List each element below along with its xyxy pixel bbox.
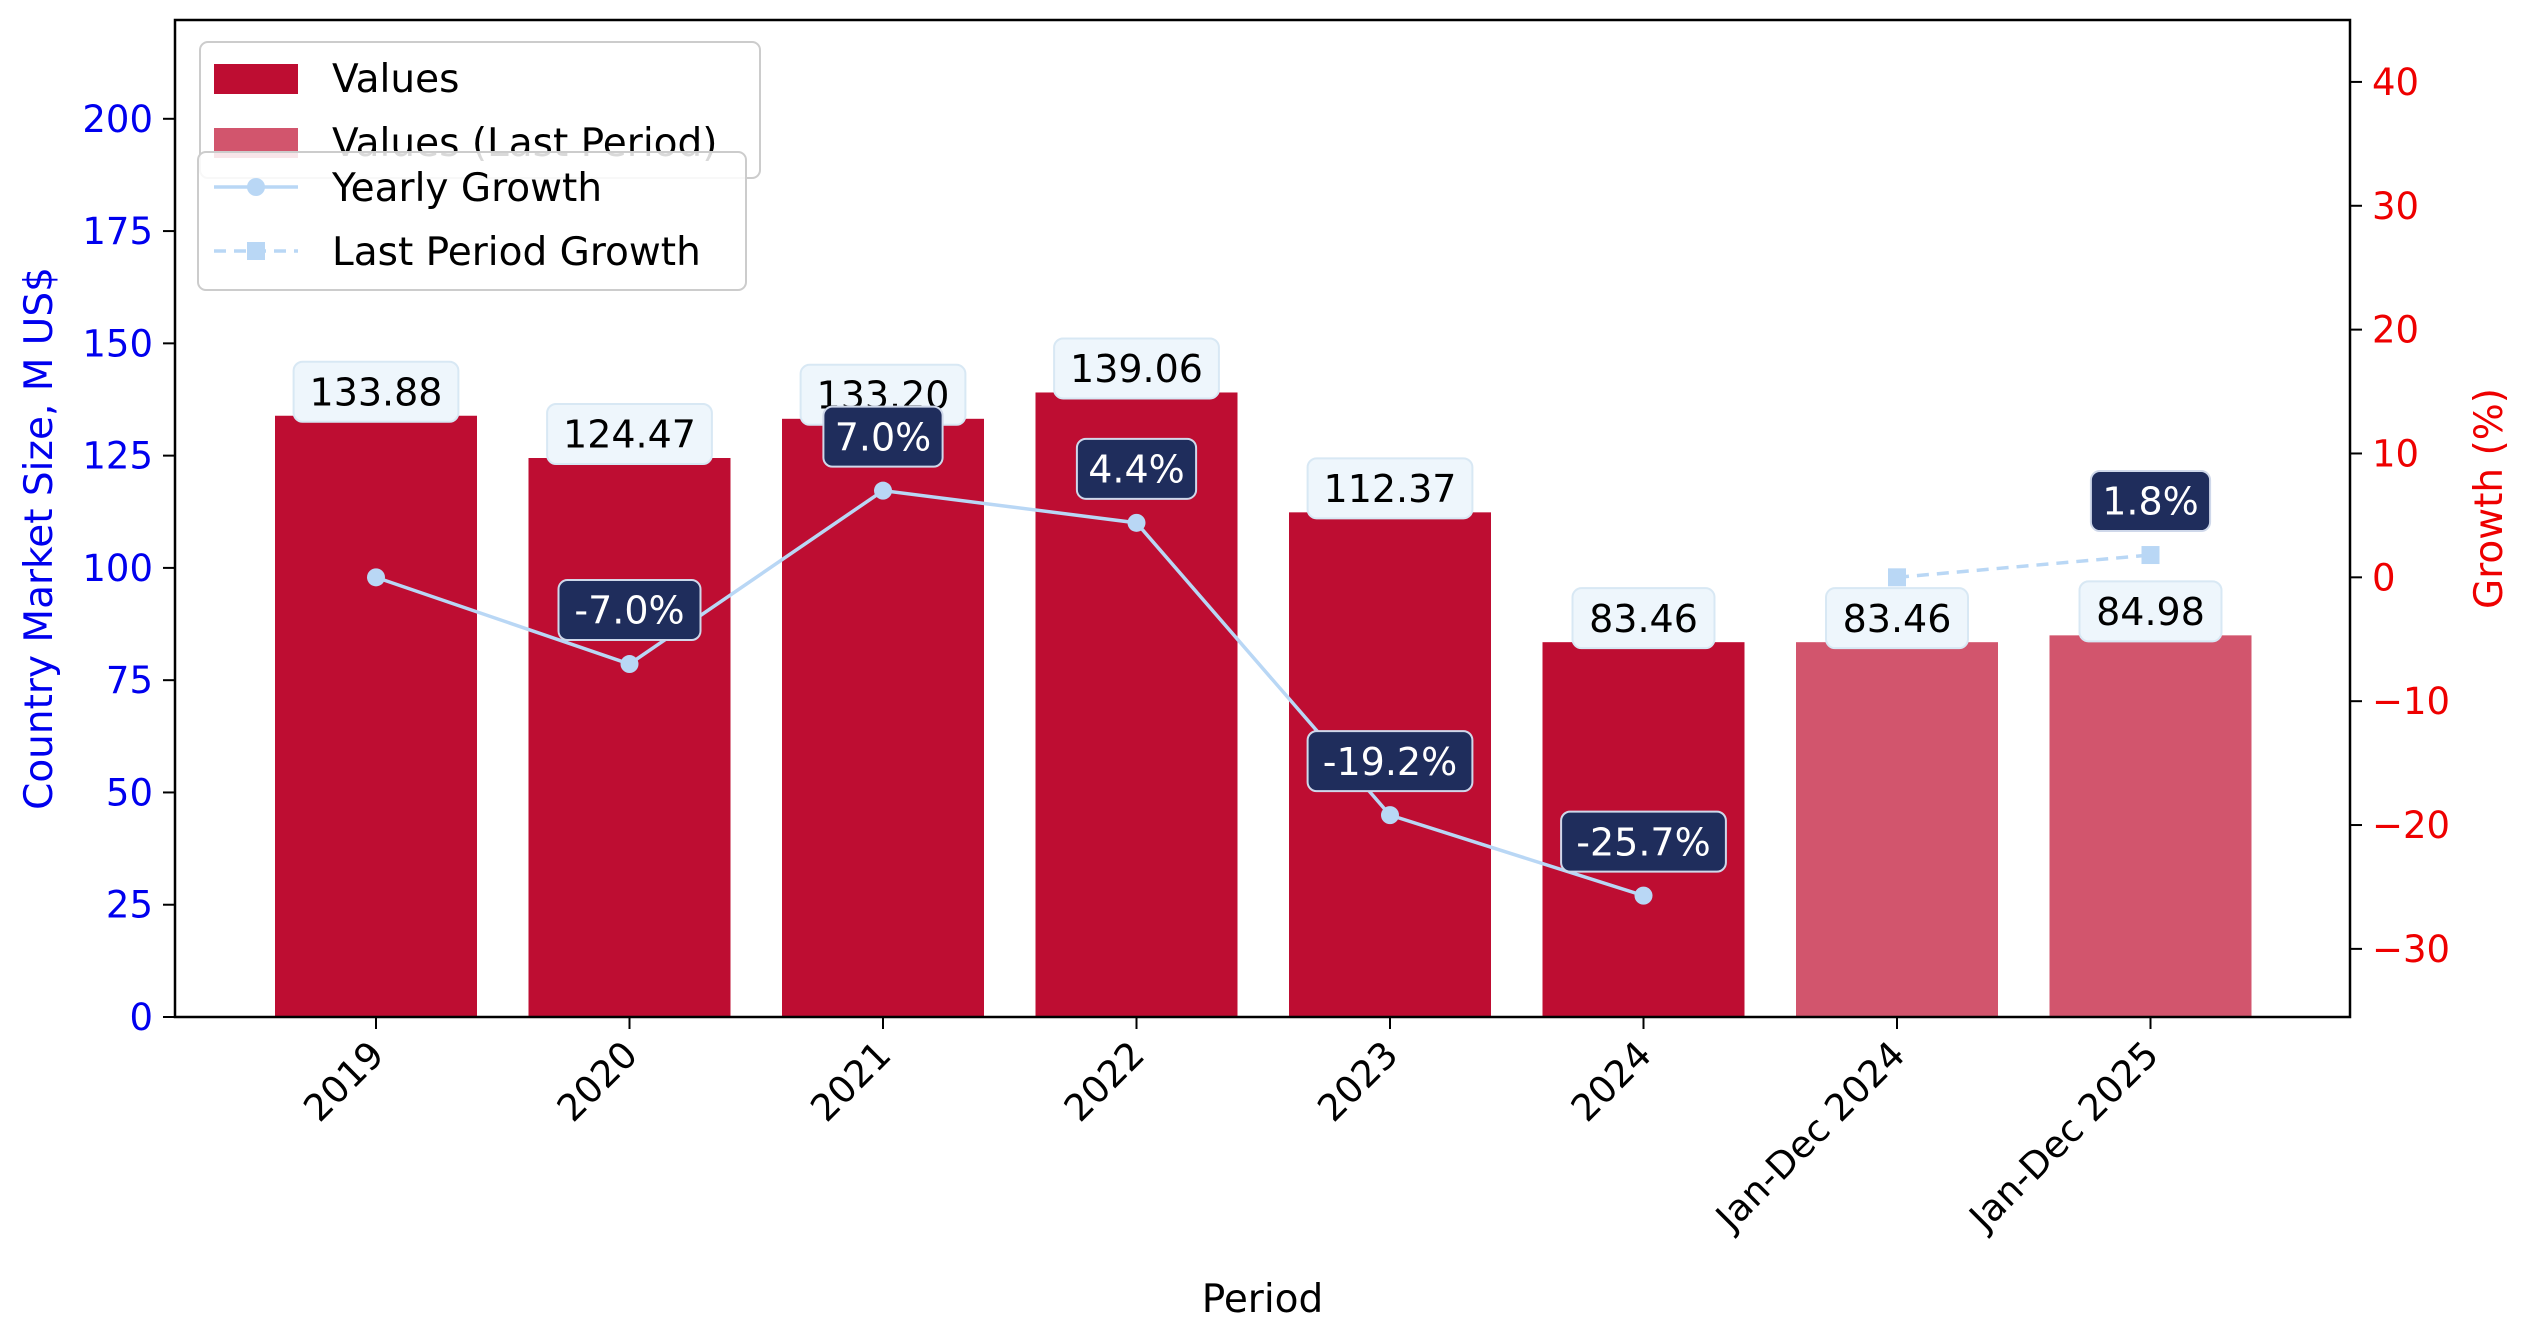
- bar-last-period-6: [1796, 642, 1998, 1017]
- left-y-tick-label: 175: [82, 210, 153, 253]
- yearly-growth-label-box: [1306, 730, 1474, 793]
- right-y-tick-label: −10: [2372, 680, 2450, 723]
- yearly-growth-label-box: [1560, 810, 1727, 873]
- legend-lines-frame: [197, 151, 747, 291]
- yearly-growth-label-text: -25.7%: [1576, 820, 1710, 864]
- bars-layer: [275, 392, 2252, 1018]
- plot-frame: [173, 18, 2352, 1019]
- yearly-growth-point: [620, 655, 639, 674]
- value-label: 124.47: [546, 403, 713, 466]
- right-y-tick-label: −30: [2372, 928, 2450, 971]
- yearly-growth-label-box: [557, 579, 702, 642]
- yearly-growth-label-text: 4.4%: [1088, 448, 1185, 492]
- value-label: 139.06: [1053, 337, 1220, 400]
- yearly-growth-label: -19.2%: [1306, 730, 1474, 793]
- yearly-growth-label-box: [822, 405, 944, 468]
- growth-lines-layer: [367, 481, 2160, 905]
- legend-entry-label: Yearly Growth: [331, 166, 602, 211]
- yearly-growth-label: -7.0%: [557, 579, 702, 642]
- x-tick-label: 2022: [1056, 1033, 1153, 1130]
- value-label-text: 83.46: [1843, 597, 1952, 641]
- value-label-box: [1571, 587, 1716, 650]
- value-label-text: 84.98: [2096, 590, 2205, 634]
- right-y-tick-label: 40: [2372, 61, 2419, 104]
- right-y-tick-label: 10: [2372, 432, 2419, 475]
- last-period-growth-label: 1.8%: [2089, 470, 2212, 533]
- bar-value-0: [275, 415, 477, 1018]
- value-label: 112.37: [1306, 457, 1474, 520]
- left-y-tick-label: 100: [82, 547, 153, 590]
- yearly-growth-label-box: [1075, 437, 1198, 500]
- value-label-text: 124.47: [563, 413, 696, 457]
- bar-value-2: [782, 418, 984, 1017]
- last-period-growth-point: [2141, 546, 2160, 565]
- left-y-tick-label: 200: [82, 98, 153, 141]
- value-label: 133.88: [292, 360, 460, 423]
- value-label-text: 139.06: [1070, 347, 1203, 391]
- left-y-axis-title: Country Market Size, M US$: [17, 267, 62, 810]
- value-label-text: 133.88: [310, 370, 443, 414]
- yearly-growth-point: [1381, 806, 1399, 825]
- value-label-text: 112.37: [1324, 467, 1457, 511]
- value-label-box: [292, 360, 460, 423]
- left-y-tick-label: 75: [106, 659, 153, 702]
- legend-lines: Yearly Growth Last Period Growth: [197, 151, 747, 291]
- x-tick-label: 2024: [1563, 1033, 1660, 1130]
- bar-value-1: [528, 458, 731, 1017]
- x-axis-title: Period: [1202, 1277, 1324, 1322]
- last-period-growth-label-text: 1.8%: [2102, 480, 2199, 524]
- yearly-growth-label: 7.0%: [822, 405, 944, 468]
- yearly-growth-label: 4.4%: [1075, 437, 1198, 500]
- value-label-box: [1053, 337, 1220, 400]
- left-y-tick-label: 0: [129, 996, 153, 1039]
- x-tick-label: Jan-Dec 2025: [1960, 1033, 2167, 1240]
- x-tick-label: Jan-Dec 2024: [1706, 1033, 1913, 1240]
- yearly-growth-point: [367, 568, 385, 587]
- bar-last-period-7: [2049, 635, 2252, 1017]
- right-y-tick-label: 0: [2372, 556, 2396, 599]
- right-y-axis-title: Growth (%): [2467, 388, 2512, 609]
- yearly-growth-point: [1634, 886, 1653, 905]
- right-y-tick-label: −20: [2372, 804, 2450, 847]
- x-tick-label: 2019: [295, 1033, 392, 1130]
- left-y-tick-label: 150: [82, 322, 153, 365]
- legend-marker: [247, 178, 265, 196]
- last-period-growth-label-box: [2089, 470, 2212, 533]
- value-label-box: [1306, 457, 1474, 520]
- value-label-box: [2078, 580, 2223, 643]
- right-y-tick-label: 30: [2372, 185, 2419, 228]
- left-y-tick-label: 25: [106, 884, 153, 927]
- value-label: 84.98: [2078, 580, 2223, 643]
- right-y-tick-label: 20: [2372, 309, 2419, 352]
- last-period-growth-point: [1888, 568, 1906, 587]
- value-label: 83.46: [1825, 587, 1969, 650]
- legend-swatch: [214, 64, 298, 94]
- yearly-growth-point: [874, 481, 892, 500]
- legend-entry-label: Values: [332, 57, 459, 102]
- value-label-box: [1825, 587, 1969, 650]
- x-tick-label: 2020: [549, 1033, 646, 1130]
- yearly-growth-line: [375, 488, 1645, 898]
- value-label-text: 83.46: [1589, 597, 1698, 641]
- x-tick-label: 2021: [802, 1033, 899, 1130]
- yearly-growth-label-text: 7.0%: [835, 415, 932, 459]
- value-label-box: [546, 403, 713, 466]
- yearly-growth-label-text: -19.2%: [1323, 740, 1457, 784]
- yearly-growth-point: [1127, 513, 1146, 532]
- left-y-tick-label: 50: [106, 771, 153, 814]
- legend-entry-label: Last Period Growth: [332, 230, 701, 275]
- yearly-growth-label-text: -7.0%: [574, 589, 684, 633]
- x-tick-label: 2023: [1309, 1033, 1406, 1130]
- legend-marker: [247, 242, 265, 260]
- last-period-growth-line: [1896, 553, 2151, 580]
- value-label: 83.46: [1571, 587, 1716, 650]
- yearly-growth-label: -25.7%: [1560, 810, 1727, 873]
- left-y-tick-label: 125: [82, 435, 153, 478]
